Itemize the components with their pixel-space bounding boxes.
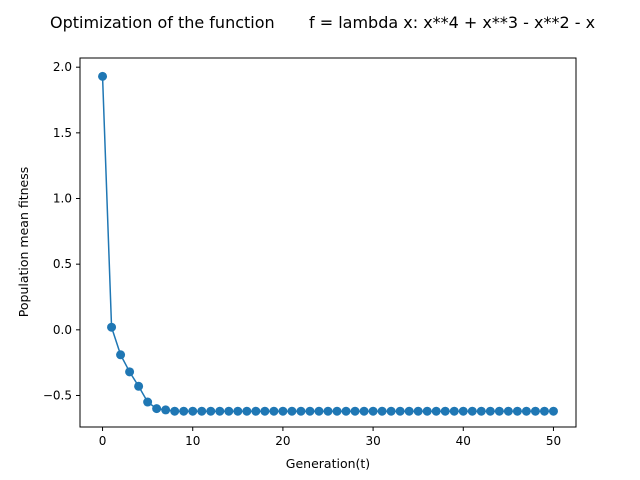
data-point	[143, 397, 153, 407]
data-point	[107, 322, 117, 332]
data-point	[521, 406, 531, 416]
data-point	[287, 406, 297, 416]
chart-title-left: Optimization of the function	[50, 13, 275, 32]
data-point	[341, 406, 351, 416]
data-point	[224, 406, 234, 416]
y-tick-label: 0.5	[53, 257, 72, 271]
x-axis-label: Generation(t)	[286, 456, 370, 471]
data-point	[125, 367, 135, 377]
data-point	[314, 406, 324, 416]
data-point	[179, 406, 189, 416]
x-tick-label: 30	[365, 434, 380, 448]
data-point	[458, 406, 468, 416]
data-point	[269, 406, 279, 416]
data-point	[305, 406, 315, 416]
data-point	[530, 406, 540, 416]
chart-title-right: f = lambda x: x**4 + x**3 - x**2 - x	[309, 13, 595, 32]
data-point	[512, 406, 522, 416]
data-point	[98, 71, 108, 81]
data-point	[467, 406, 477, 416]
data-point	[503, 406, 513, 416]
data-point	[476, 406, 486, 416]
data-point	[242, 406, 252, 416]
data-point	[278, 406, 288, 416]
y-axis-label: Population mean fitness	[16, 167, 31, 317]
y-tick-label: 0.0	[53, 323, 72, 337]
data-point	[260, 406, 270, 416]
data-point	[440, 406, 450, 416]
x-tick-label: 20	[275, 434, 290, 448]
data-point	[449, 406, 459, 416]
data-point	[332, 406, 342, 416]
data-point	[368, 406, 378, 416]
axes-frame	[79, 57, 577, 428]
data-point	[206, 406, 216, 416]
y-tick-label: 1.5	[53, 126, 72, 140]
data-point	[431, 406, 441, 416]
x-tick-label: 10	[185, 434, 200, 448]
data-point	[404, 406, 414, 416]
data-point	[359, 406, 369, 416]
data-point	[422, 406, 432, 416]
data-point	[251, 406, 261, 416]
y-tick-label: −0.5	[43, 388, 72, 402]
data-point	[161, 405, 171, 415]
y-tick-label: 1.0	[53, 192, 72, 206]
data-point	[377, 406, 387, 416]
data-point	[350, 406, 360, 416]
data-point	[494, 406, 504, 416]
y-tick-label: 2.0	[53, 60, 72, 74]
series-line	[101, 76, 554, 412]
x-tick-label: 40	[456, 434, 471, 448]
data-point	[395, 406, 405, 416]
data-point	[323, 406, 333, 416]
data-point	[215, 406, 225, 416]
data-point	[485, 406, 495, 416]
data-point	[548, 406, 558, 416]
data-point	[170, 406, 180, 416]
data-point	[233, 406, 243, 416]
x-tick-label: 0	[99, 434, 107, 448]
data-point	[134, 381, 144, 391]
data-point	[539, 406, 549, 416]
data-point	[197, 406, 207, 416]
x-tick-label: 50	[546, 434, 561, 448]
x-axis: 0 10 20 30 40 50	[99, 427, 561, 448]
plot-area	[98, 71, 558, 416]
data-point	[116, 350, 126, 360]
data-point	[386, 406, 396, 416]
data-point	[296, 406, 306, 416]
data-point	[188, 406, 198, 416]
data-point	[152, 404, 162, 414]
data-point	[413, 406, 423, 416]
y-axis: −0.5 0.0 0.5 1.0 1.5 2.0	[43, 60, 80, 402]
